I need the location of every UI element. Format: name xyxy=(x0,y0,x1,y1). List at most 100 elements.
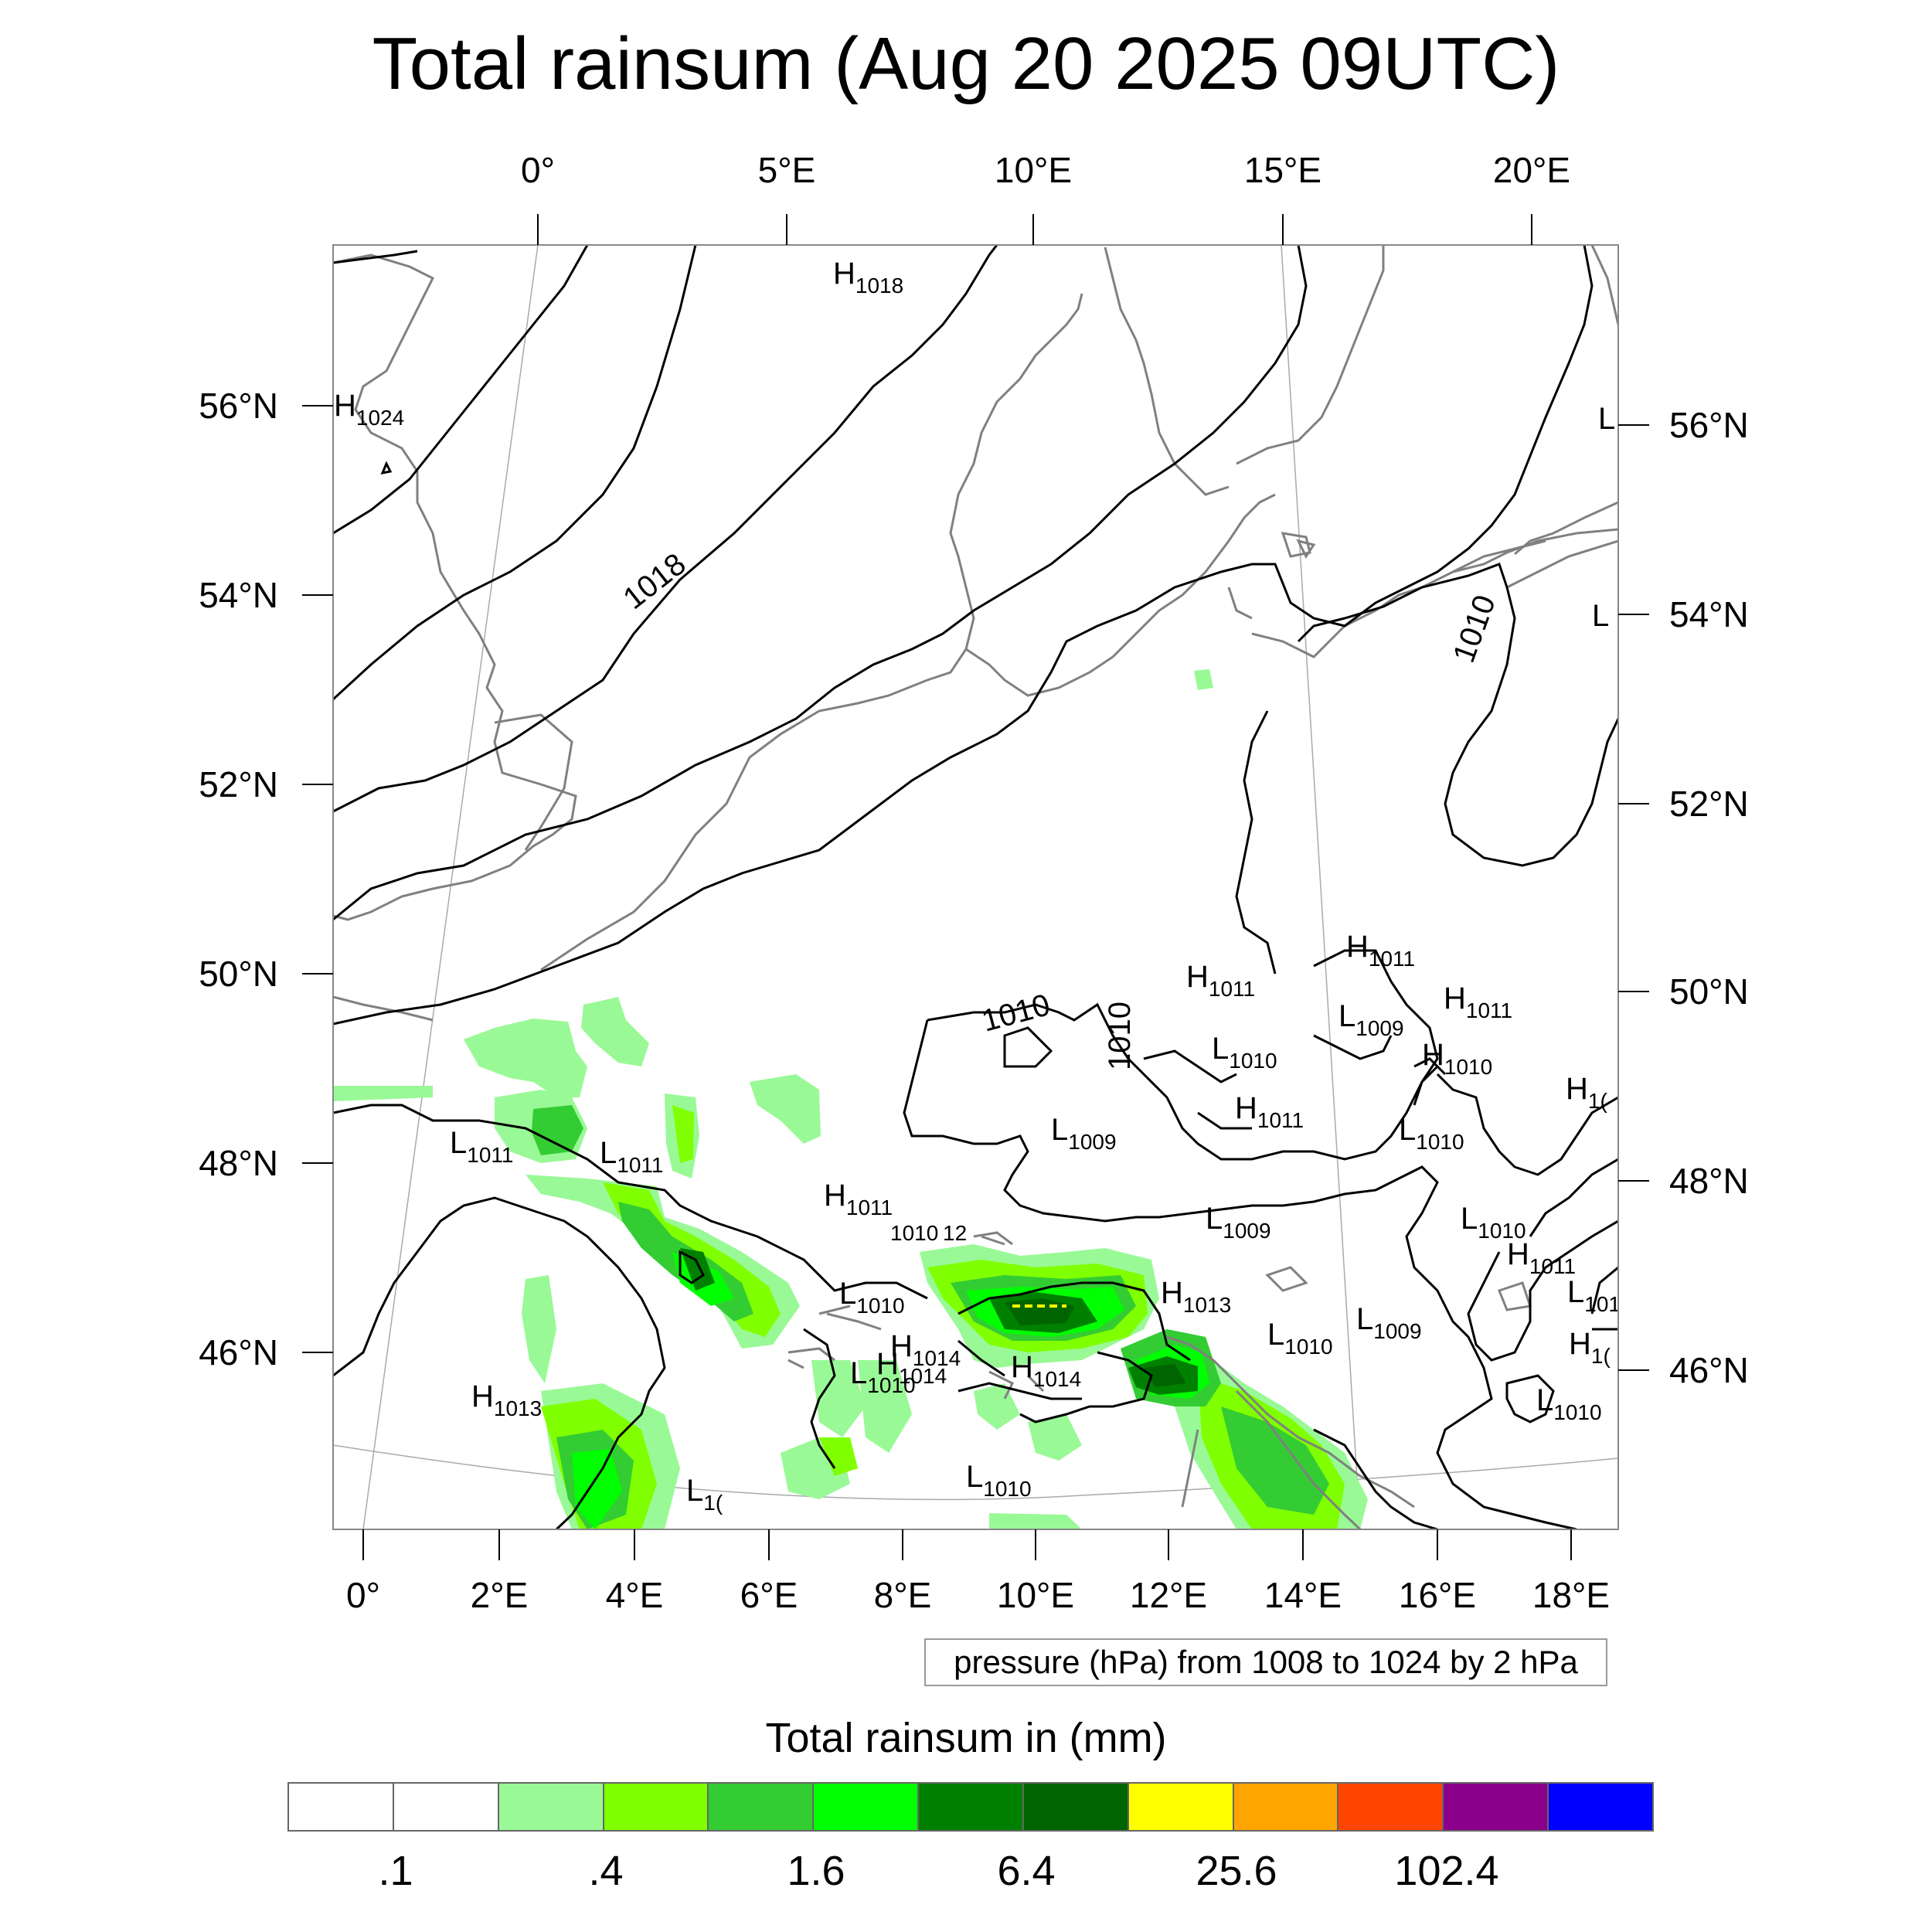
colorbar-swatch xyxy=(709,1784,815,1830)
low-pressure-label: L1011 xyxy=(600,1136,663,1177)
high-pressure-label: H1011 xyxy=(1346,930,1415,971)
bottom-axis-label: 2°E xyxy=(471,1575,529,1615)
top-axis-label: 0° xyxy=(521,150,555,190)
high-pressure-label: H1014 xyxy=(1011,1350,1081,1391)
colorbar-swatch xyxy=(1233,1784,1339,1830)
low-pressure-label: L xyxy=(1592,599,1609,633)
low-pressure-label: L1010 xyxy=(1267,1318,1333,1359)
pressure-center-letter: H xyxy=(876,1347,899,1381)
bottom-axis-label: 16°E xyxy=(1399,1575,1476,1615)
pressure-center-letter: L xyxy=(966,1460,983,1494)
pressure-center-letter: L xyxy=(450,1126,467,1160)
pressure-center-value: 1010 xyxy=(1416,1130,1464,1154)
pressure-legend-note: pressure (hPa) from 1008 to 1024 by 2 hP… xyxy=(924,1638,1607,1686)
bottom-axis-label: 14°E xyxy=(1264,1575,1342,1615)
pressure-center-letter: H xyxy=(1422,1038,1444,1072)
colorbar-swatch xyxy=(393,1784,499,1830)
pressure-center-value: 1011 xyxy=(1369,947,1415,971)
pressure-center-letter: H xyxy=(1186,960,1209,994)
top-axis-label: 15°E xyxy=(1244,150,1321,190)
pressure-center-value: 1010 xyxy=(1584,1292,1632,1316)
pressure-center-value: 1013 xyxy=(494,1396,542,1420)
top-axis-label: 5°E xyxy=(758,150,816,190)
pressure-center-value: 1010 xyxy=(1444,1055,1492,1079)
colorbar-label: 1.6 xyxy=(787,1848,845,1894)
high-pressure-label: H1013 xyxy=(471,1379,542,1420)
pressure-center-value: 1( xyxy=(703,1491,723,1515)
pressure-center-letter: L xyxy=(600,1136,617,1170)
top-axis-label: 10°E xyxy=(995,150,1072,190)
pressure-center-letter: L xyxy=(1567,1275,1584,1309)
colorbar-swatch xyxy=(1023,1784,1129,1830)
colorbar-swatch xyxy=(1128,1784,1234,1830)
colorbar-title: Total rainsum in (mm) xyxy=(765,1715,1167,1761)
colorbar-swatch xyxy=(919,1784,1024,1830)
pressure-center-value: 1009 xyxy=(1373,1319,1421,1343)
pressure-center-value: 1009 xyxy=(1068,1130,1116,1154)
left-axis-label: 50°N xyxy=(199,954,278,994)
pressure-center-letter: L xyxy=(1598,402,1615,436)
precipitation-field xyxy=(333,669,1368,1529)
colorbar-label: 25.6 xyxy=(1196,1848,1277,1894)
pressure-center-letter: H xyxy=(833,257,855,291)
pressure-center-letter: L xyxy=(1267,1318,1284,1352)
pressure-center-value: 1010 xyxy=(1478,1219,1526,1243)
low-pressure-label: L1009 xyxy=(1356,1302,1422,1343)
low-pressure-label: L1010 xyxy=(1567,1275,1633,1316)
low-pressure-label: L1( xyxy=(686,1474,723,1515)
map-frame xyxy=(332,244,1619,1530)
pressure-center-letter: H xyxy=(1011,1350,1033,1384)
low-pressure-label: L1010 xyxy=(1399,1113,1464,1154)
pressure-center-letter: L xyxy=(1592,599,1609,633)
contour-fragment: 1010 xyxy=(890,1221,938,1245)
axis-ticks xyxy=(302,214,1649,1560)
bottom-axis-label: 18°E xyxy=(1532,1575,1610,1615)
right-axis-label: 56°N xyxy=(1669,405,1749,445)
colorbar-label: .1 xyxy=(378,1848,413,1894)
colorbar-label: .4 xyxy=(588,1848,624,1894)
pressure-center-value: 1011 xyxy=(1209,977,1255,1001)
high-pressure-label: H1014 xyxy=(890,1329,961,1370)
colorbar xyxy=(287,1782,1654,1832)
high-pressure-label: H1011 xyxy=(1444,981,1512,1022)
pressure-center-letter: H xyxy=(1569,1327,1591,1361)
high-pressure-label: H1011 xyxy=(824,1179,893,1219)
low-pressure-label: L1009 xyxy=(1051,1113,1117,1154)
pressure-center-letter: L xyxy=(1399,1113,1416,1147)
pressure-center-value: 1010 xyxy=(867,1373,915,1397)
colorbar-swatch xyxy=(498,1784,604,1830)
low-pressure-label: L1010 xyxy=(1461,1202,1526,1243)
colorbar-labels: .1 .4 1.6 6.4 25.6 102.4 xyxy=(0,1847,1932,1901)
pressure-center-value: 1010 xyxy=(1284,1335,1332,1359)
low-pressure-label: L1010 xyxy=(839,1277,905,1318)
high-pressure-label: H1010 xyxy=(1422,1038,1492,1079)
low-pressure-label: L1009 xyxy=(1338,999,1404,1040)
left-axis-label: 52°N xyxy=(199,764,278,804)
pressure-center-letter: H xyxy=(1161,1276,1183,1310)
right-axis-label: 46°N xyxy=(1669,1350,1749,1390)
pressure-center-value: 1009 xyxy=(1355,1016,1403,1040)
pressure-center-letter: L xyxy=(1461,1202,1478,1236)
pressure-center-letter: L xyxy=(1051,1113,1068,1147)
high-pressure-label: H1011 xyxy=(1186,960,1255,1001)
bottom-axis-label: 0° xyxy=(346,1575,380,1615)
colorbar-swatch xyxy=(289,1784,394,1830)
pressure-center-letter: L xyxy=(1536,1383,1553,1417)
high-pressure-label: H1( xyxy=(1569,1327,1611,1368)
high-pressure-label: H1013 xyxy=(1161,1276,1231,1317)
left-axis-label: 56°N xyxy=(199,386,278,426)
low-pressure-label: L1010 xyxy=(850,1356,916,1397)
colorbar-swatch xyxy=(814,1784,920,1830)
pressure-center-letter: L xyxy=(1338,999,1355,1033)
colorbar-label: 102.4 xyxy=(1394,1848,1499,1894)
pressure-center-value: 1010 xyxy=(1229,1049,1277,1073)
bottom-axis-labels: 0° 2°E 4°E 6°E 8°E 10°E 12°E 14°E 16°E 1… xyxy=(346,1575,1610,1615)
high-pressure-label: H1024 xyxy=(334,389,404,430)
colorbar-label: 6.4 xyxy=(997,1848,1056,1894)
contour-fragment: 12 xyxy=(943,1221,967,1245)
isobars xyxy=(333,245,1618,1529)
right-axis-label: 48°N xyxy=(1669,1161,1749,1201)
pressure-center-value: 1011 xyxy=(1529,1254,1576,1278)
